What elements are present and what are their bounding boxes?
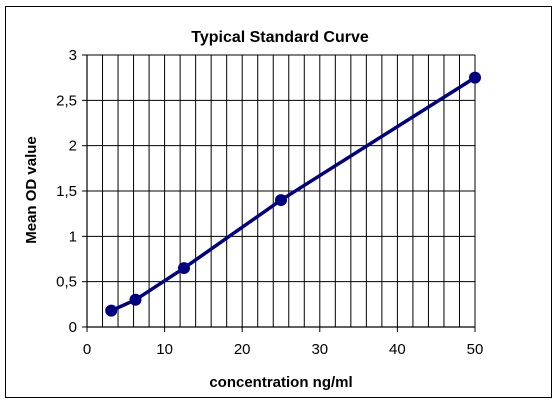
tick-labels: 0 10 20 30 40 50 0 0,5 1 1,5 2 2,5 3: [56, 47, 483, 358]
y-tick-label: 1: [69, 228, 77, 245]
y-tick-label: 3: [69, 47, 77, 64]
y-tick-label: 2: [69, 138, 77, 155]
data-point: [105, 304, 118, 317]
x-tick-label: 30: [311, 341, 328, 358]
x-tick-label: 50: [467, 341, 484, 358]
y-tick-label: 0: [69, 319, 77, 336]
data-point: [469, 71, 481, 84]
y-tick-label: 0,5: [56, 274, 77, 291]
series: [105, 71, 481, 317]
y-axis-label: Mean OD value: [23, 136, 40, 244]
x-tick-label: 0: [83, 341, 91, 358]
y-tick-label: 2,5: [56, 92, 77, 109]
data-point: [178, 262, 190, 275]
chart-frame: [5, 6, 552, 398]
x-tick-label: 20: [234, 341, 251, 358]
data-point: [275, 194, 287, 207]
x-tick-label: 40: [389, 341, 406, 358]
chart-title: Typical Standard Curve: [191, 29, 369, 46]
x-axis-label: concentration ng/ml: [209, 374, 352, 391]
x-tick-label: 10: [156, 341, 173, 358]
grid: [87, 54, 476, 327]
y-tick-label: 1,5: [56, 183, 77, 200]
data-point: [129, 293, 142, 306]
series-line: [110, 76, 476, 313]
